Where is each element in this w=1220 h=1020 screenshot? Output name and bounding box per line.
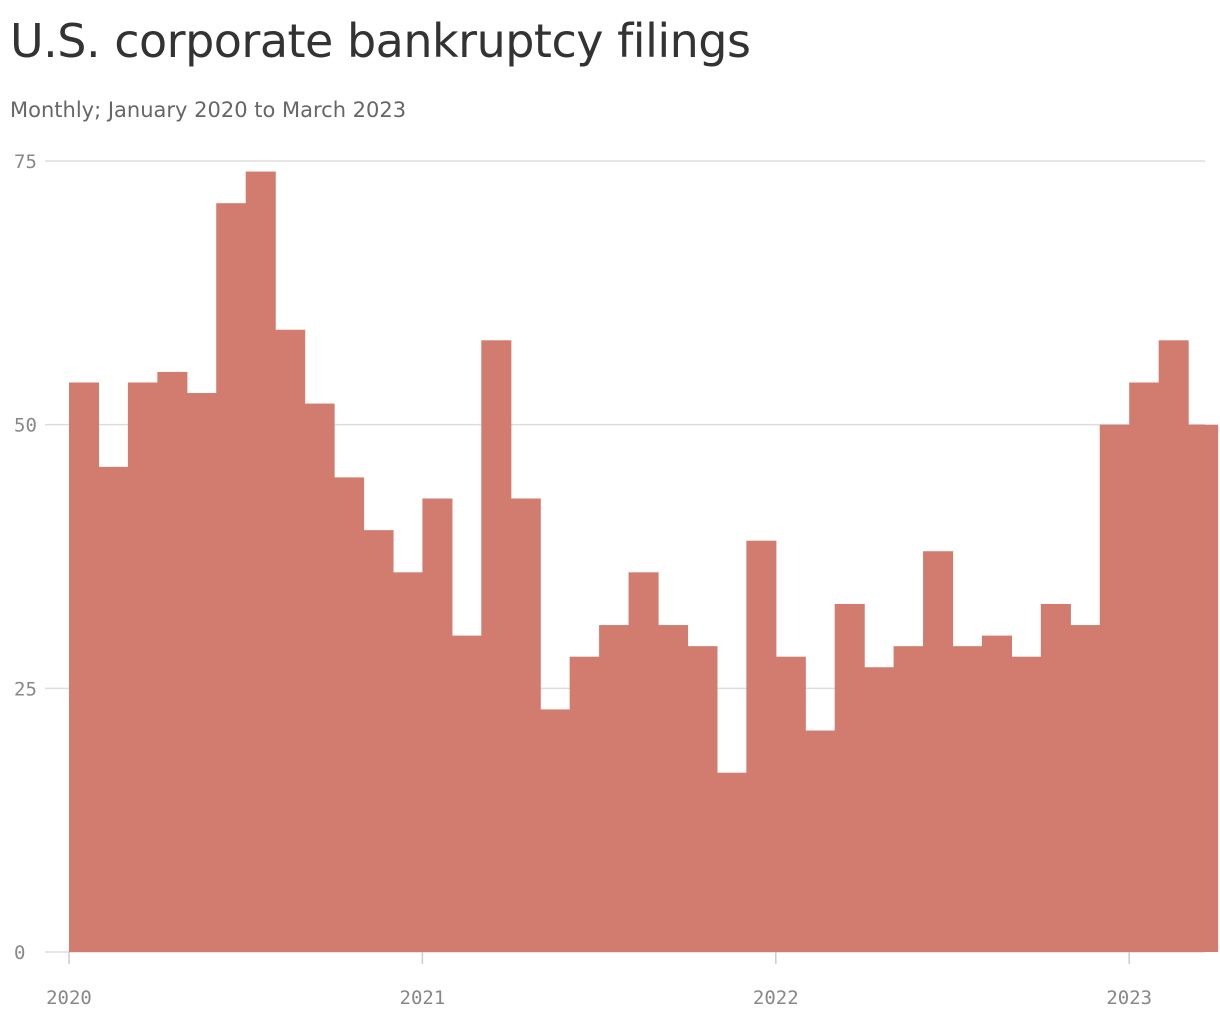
bar-2021-01: [422, 498, 453, 952]
bar-2023-03: [1188, 424, 1219, 953]
x-tick-label: 2023: [1106, 987, 1152, 1009]
bar-2020-11: [363, 530, 394, 952]
x-tick-label: 2022: [753, 987, 799, 1009]
bar-2021-02: [451, 635, 482, 952]
bar-2021-03: [481, 340, 512, 952]
bar-2020-04: [157, 371, 188, 952]
x-tick-label: 2020: [46, 987, 92, 1009]
bar-2021-07: [599, 625, 630, 952]
bar-2022-06: [923, 551, 954, 952]
bar-2020-01: [69, 382, 100, 953]
bar-2020-05: [186, 393, 217, 952]
bar-2021-11: [716, 772, 747, 952]
bar-2020-10: [334, 477, 365, 952]
bar-2020-12: [392, 572, 423, 952]
bar-2022-05: [893, 646, 924, 952]
bar-2022-01: [775, 656, 806, 952]
bar-2022-03: [834, 603, 865, 952]
bar-2020-09: [304, 403, 335, 952]
chart-title: U.S. corporate bankruptcy filings: [10, 14, 751, 68]
bar-2020-02: [98, 466, 129, 952]
bar-2022-02: [805, 730, 836, 952]
bar-2022-09: [1011, 656, 1042, 952]
bar-2020-06: [216, 203, 247, 953]
bar-2021-09: [658, 625, 689, 952]
bar-2021-06: [569, 656, 600, 952]
bar-2023-01: [1129, 382, 1160, 953]
bar-2020-08: [275, 329, 306, 952]
bar-2021-04: [510, 498, 541, 952]
bar-2021-05: [540, 709, 571, 952]
bar-2023-02: [1158, 340, 1189, 952]
bars: [69, 171, 1219, 953]
y-tick-label: 75: [14, 151, 37, 173]
bar-2021-12: [746, 540, 777, 952]
axes: 0 25 50 75 2020 2021 2022 2023: [14, 151, 1152, 1009]
y-tick-label: 50: [14, 415, 37, 437]
bar-2021-08: [628, 572, 659, 952]
bar-2020-03: [127, 382, 158, 953]
bar-2022-04: [864, 667, 895, 952]
bar-2022-08: [981, 635, 1012, 952]
y-tick-label: 25: [14, 678, 37, 700]
y-tick-label: 0: [14, 942, 25, 964]
bar-2021-10: [687, 646, 718, 952]
bar-2022-07: [952, 646, 983, 952]
chart-subtitle: Monthly; January 2020 to March 2023: [10, 98, 407, 122]
bar-2022-10: [1040, 603, 1071, 952]
bar-2020-07: [245, 171, 276, 953]
bar-2022-12: [1099, 424, 1130, 953]
x-tick-label: 2021: [400, 987, 446, 1009]
bar-2022-11: [1070, 625, 1101, 952]
